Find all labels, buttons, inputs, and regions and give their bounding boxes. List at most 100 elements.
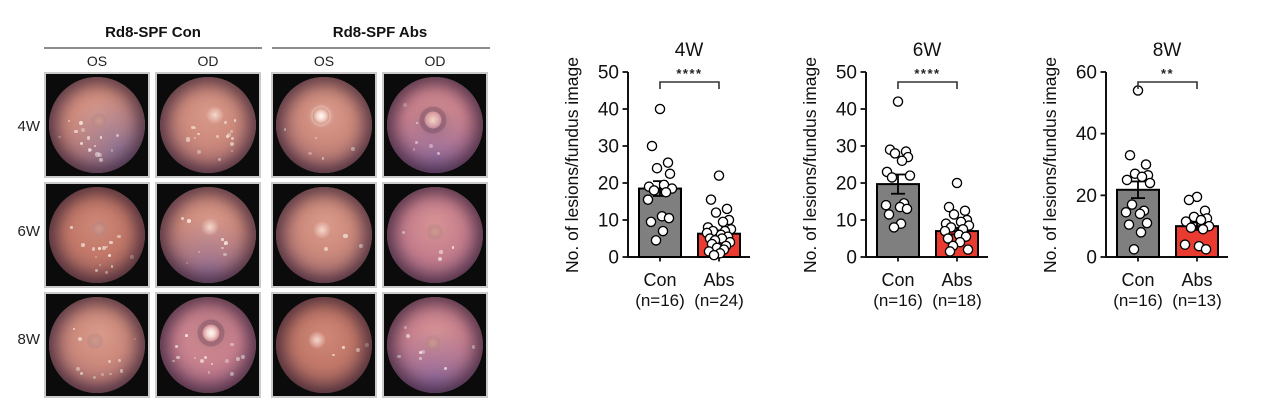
significance-stars: **** xyxy=(676,66,702,81)
y-tick-label: 40 xyxy=(836,100,857,121)
lesion-dot xyxy=(81,128,85,132)
lesion-dot xyxy=(229,141,234,146)
fundus-circle-6w-abs-od xyxy=(387,187,483,283)
lesion-dot xyxy=(67,119,70,123)
data-point-abs xyxy=(948,209,960,220)
optic-disc xyxy=(424,334,442,352)
lesion-dot xyxy=(117,358,122,363)
data-point-con xyxy=(1144,177,1156,189)
y-tick-label: 40 xyxy=(1076,124,1097,145)
y-tick-label: 30 xyxy=(836,137,857,158)
significance-bracket xyxy=(1137,81,1198,89)
group-label: Abs xyxy=(1181,270,1212,290)
chart-svg-6w: 6W No. of lesions/fundus image 0 10 20 30 40 50… xyxy=(800,40,988,310)
data-point-con xyxy=(1124,149,1136,161)
data-point-con xyxy=(1123,219,1135,230)
lesion-dot xyxy=(359,243,364,248)
lesion-dot xyxy=(224,242,227,245)
lesion-dot xyxy=(102,246,107,250)
significance-stars: ** xyxy=(1161,66,1174,81)
optic-disc xyxy=(90,220,108,238)
group-header-abs: Rd8-SPF Abs xyxy=(332,24,428,41)
group-n-label: (n=24) xyxy=(694,291,744,310)
fundus-circle-6w-con-od xyxy=(160,187,256,283)
lesion-dot xyxy=(350,146,355,151)
group-n-label: (n=16) xyxy=(635,291,685,310)
lesion-dot xyxy=(105,245,108,249)
lesion-dot xyxy=(80,371,84,375)
optic-disc xyxy=(312,107,330,125)
lesion-dot xyxy=(324,247,329,251)
fundus-image-8w-abs-os xyxy=(271,292,377,398)
lesion-dot xyxy=(58,135,61,139)
lesion-dot xyxy=(89,148,93,152)
lesion-dot xyxy=(221,246,224,250)
y-tick-label: 50 xyxy=(598,63,619,84)
lesion-dot xyxy=(226,132,231,138)
lesion-dot xyxy=(74,129,78,134)
data-point-con xyxy=(889,148,901,159)
data-point-con xyxy=(1128,244,1140,255)
lesion-dot xyxy=(308,151,312,156)
chart-6w: 6W No. of lesions/fundus image 0 10 20 30 40 50… xyxy=(790,0,1010,330)
lesion-dot xyxy=(418,356,422,360)
lesion-dot xyxy=(193,126,197,130)
lesion-dot xyxy=(117,234,121,238)
lesion-dot xyxy=(436,152,441,156)
lesion-dot xyxy=(185,333,189,337)
fundus-image-8w-con-os xyxy=(44,292,150,398)
lesion-dot xyxy=(451,246,454,249)
row-label-8w: 8W xyxy=(17,331,41,348)
optic-disc xyxy=(424,111,442,129)
lesion-dot xyxy=(343,233,348,239)
lesion-dot xyxy=(79,141,83,145)
fundus-circle-8w-con-os xyxy=(49,297,145,393)
fundus-image-6w-con-os xyxy=(44,182,150,288)
data-point-con xyxy=(1136,171,1148,183)
chart-title: 6W xyxy=(913,40,942,61)
y-tick-label: 30 xyxy=(598,137,619,158)
data-point-con xyxy=(657,225,669,237)
group-label: Abs xyxy=(941,270,972,290)
lesion-dot xyxy=(234,119,237,122)
optic-disc xyxy=(308,331,326,349)
lesion-dot xyxy=(176,355,181,360)
lesion-dot xyxy=(405,333,410,338)
group-header-rule-abs xyxy=(272,47,490,49)
lesion-dot xyxy=(98,246,101,250)
chart-4w: 4W No. of lesions/fundus image 0 10 20 30 40 50… xyxy=(552,0,772,330)
lesion-dot xyxy=(221,238,224,241)
data-point-con xyxy=(883,209,895,220)
lesion-dot xyxy=(80,243,85,248)
lesion-dot xyxy=(403,103,408,108)
data-point-con xyxy=(1120,207,1132,218)
lesion-dot xyxy=(191,125,195,130)
optic-disc xyxy=(206,106,224,124)
y-axis-label: No. of lesions/fundus image xyxy=(1040,57,1060,273)
data-point-con xyxy=(1141,217,1153,229)
charts-panel: 4W No. of lesions/fundus image 0 10 20 30 40 50… xyxy=(540,0,1270,410)
lesion-dot xyxy=(196,149,202,154)
data-point-con xyxy=(651,162,663,174)
data-point-con xyxy=(1140,159,1152,170)
data-point-con xyxy=(1126,199,1138,210)
data-point-con xyxy=(663,212,675,224)
lesion-dot xyxy=(203,355,208,359)
col-label-con-od: OD xyxy=(197,53,219,69)
row-label-6w: 6W xyxy=(17,223,41,240)
lesion-dot xyxy=(98,153,103,158)
lesion-dot xyxy=(404,326,407,329)
lesion-dot xyxy=(241,354,246,359)
lesion-dot xyxy=(364,343,369,348)
lesion-dot xyxy=(443,366,448,371)
lesion-dot xyxy=(193,136,197,140)
lesion-dot xyxy=(438,257,443,262)
lesion-dot xyxy=(193,356,196,360)
group-header-rule-con xyxy=(44,47,262,49)
data-point-abs xyxy=(1183,194,1195,206)
group-n-label: (n=13) xyxy=(1172,291,1222,310)
fundus-circle-4w-con-od xyxy=(160,77,256,173)
lesion-dot xyxy=(224,241,228,246)
data-point-con xyxy=(1134,208,1146,220)
lesion-dot xyxy=(342,346,345,349)
